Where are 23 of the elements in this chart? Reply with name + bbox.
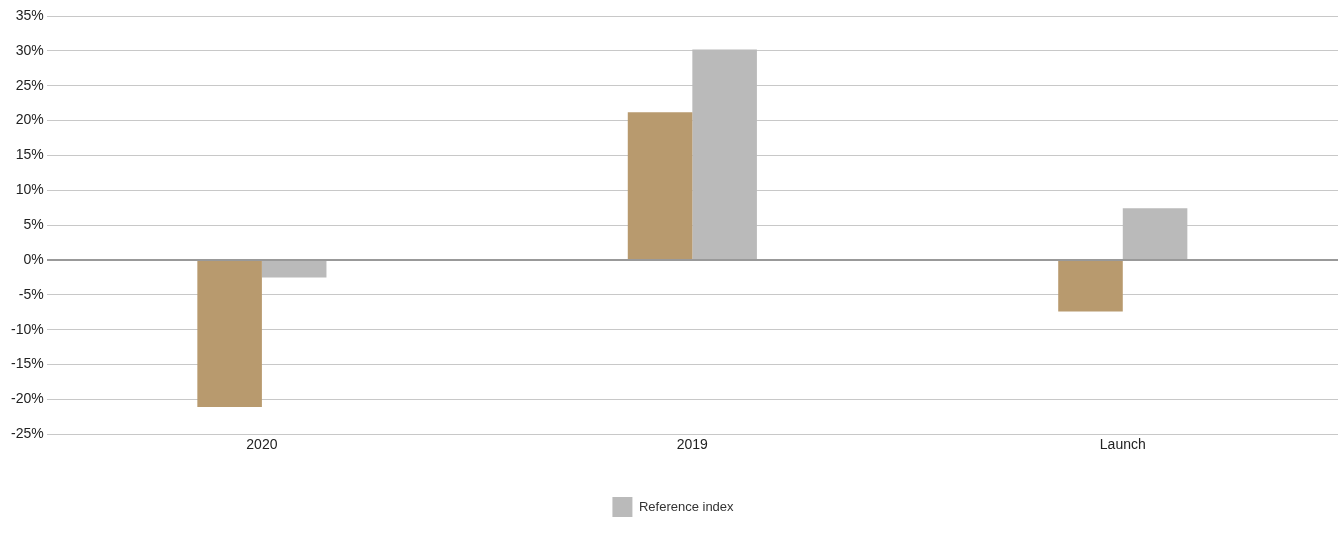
y-tick-label: -25% (11, 425, 44, 442)
legend-label: Reference index (638, 498, 735, 514)
y-tick-label: 25% (15, 76, 44, 93)
bar (197, 260, 262, 408)
y-tick-label: 30% (15, 41, 44, 58)
bar (627, 112, 693, 259)
y-tick-label: 0% (23, 250, 44, 267)
y-tick-label: -20% (11, 390, 44, 407)
bar (692, 49, 757, 259)
y-tick-label: -15% (11, 355, 44, 372)
bar (1122, 208, 1188, 259)
x-tick-label: 2020 (246, 436, 278, 453)
bar (1058, 260, 1123, 312)
x-tick-label: Launch (1099, 436, 1146, 453)
y-tick-label: -10% (11, 320, 44, 337)
y-tick-label: 35% (15, 6, 44, 23)
x-tick-label: 2019 (676, 436, 709, 453)
bar (261, 260, 327, 278)
y-tick-label: 10% (15, 181, 44, 198)
y-tick-label: -5% (18, 285, 44, 302)
y-tick-label: 5% (23, 215, 44, 232)
y-tick-label: 15% (15, 146, 44, 163)
y-tick-label: 20% (15, 111, 44, 128)
